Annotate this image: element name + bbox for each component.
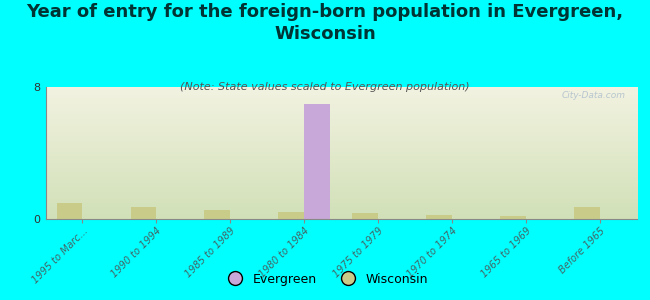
Text: City-Data.com: City-Data.com [561,91,625,100]
Bar [205,210,230,219]
Bar [57,202,83,219]
Bar [352,213,378,219]
Bar [500,216,526,219]
Text: (Note: State values scaled to Evergreen population): (Note: State values scaled to Evergreen … [180,82,470,92]
Bar [574,207,600,219]
Legend: Evergreen, Wisconsin: Evergreen, Wisconsin [217,268,433,291]
Bar [131,207,157,219]
Bar [426,215,452,219]
Bar [304,103,330,219]
Bar [278,212,304,219]
Text: Year of entry for the foreign-born population in Evergreen,
Wisconsin: Year of entry for the foreign-born popul… [27,3,623,43]
